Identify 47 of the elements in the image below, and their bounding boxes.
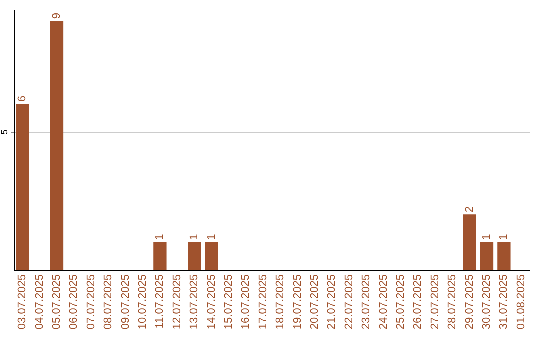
x-tick-label: 17.07.2025	[257, 274, 270, 330]
x-tick-label: 28.07.2025	[446, 274, 459, 330]
data-label: 1	[481, 234, 493, 240]
x-tick-label: 10.07.2025	[137, 274, 149, 330]
data-label: 6	[16, 96, 29, 102]
x-tick-label: 11.07.2025	[154, 274, 166, 329]
x-tick-label: 31.07.2025	[498, 274, 510, 330]
bar	[50, 21, 64, 270]
x-tick-label: 21.07.2025	[326, 274, 338, 330]
data-label: 2	[464, 206, 476, 213]
x-tick-label: 23.07.2025	[360, 274, 373, 330]
data-label: 1	[154, 234, 166, 240]
bar	[463, 214, 476, 270]
x-tick-label: 12.07.2025	[171, 274, 184, 330]
data-label: 1	[206, 234, 218, 240]
bar	[16, 104, 30, 270]
x-tick-label: 19.07.2025	[292, 274, 304, 330]
x-tick-label: 27.07.2025	[429, 274, 442, 330]
x-tick-label: 09.07.2025	[120, 274, 132, 330]
x-tick-label: 01.08.2025	[515, 274, 528, 330]
data-label: 1	[188, 234, 201, 240]
x-tick-label: 03.07.2025	[16, 274, 29, 330]
x-tick-label: 30.07.2025	[481, 274, 493, 330]
x-tick-label: 24.07.2025	[378, 274, 390, 330]
x-tick-label: 05.07.2025	[51, 274, 63, 330]
x-tick-label: 06.07.2025	[68, 274, 80, 330]
bar	[205, 242, 218, 270]
x-tick-label: 26.07.2025	[412, 274, 424, 330]
x-tick-label: 20.07.2025	[309, 274, 321, 330]
x-tick-label: 08.07.2025	[102, 274, 115, 330]
x-tick-label: 22.07.2025	[343, 274, 356, 330]
x-tick-label: 16.07.2025	[240, 274, 252, 330]
x-tick-label: 29.07.2025	[464, 274, 476, 330]
x-tick-label: 13.07.2025	[188, 274, 201, 330]
y-tick-label: 5	[0, 130, 10, 135]
x-tick-label: 15.07.2025	[223, 274, 235, 330]
bar	[498, 242, 511, 270]
x-tick-label: 04.07.2025	[34, 274, 46, 330]
data-label: 1	[498, 234, 510, 240]
x-tick-label: 25.07.2025	[395, 274, 407, 330]
x-tick-label: 18.07.2025	[274, 274, 287, 330]
bar	[188, 242, 202, 270]
x-tick-label: 14.07.2025	[206, 274, 218, 330]
bar	[154, 242, 167, 270]
x-tick-label: 07.07.2025	[85, 274, 98, 330]
data-label: 9	[51, 12, 63, 20]
bar	[480, 242, 494, 270]
